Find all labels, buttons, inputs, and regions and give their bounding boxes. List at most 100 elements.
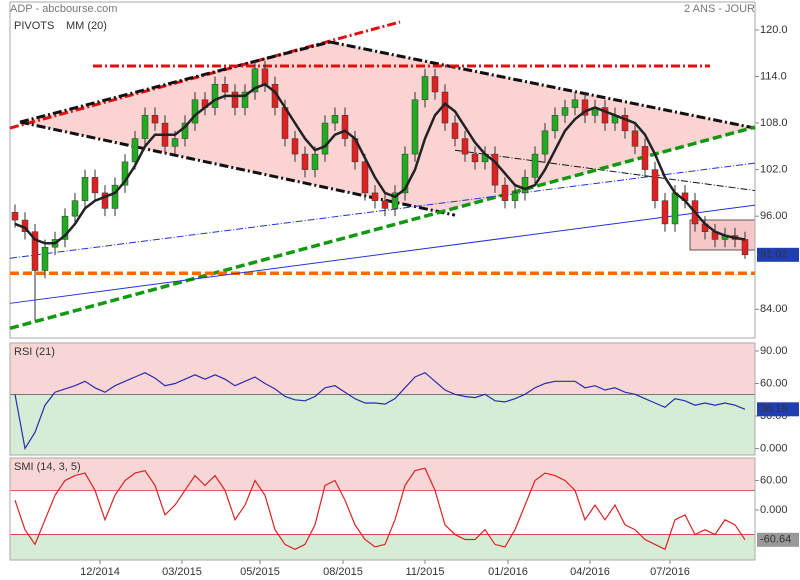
candle-body (311, 153, 319, 170)
candle-body (561, 107, 569, 116)
candle-body (581, 99, 589, 116)
candle-body (121, 161, 129, 186)
candle-body (31, 231, 39, 271)
x-tick-label: 08/2015 (323, 566, 363, 578)
candle-body (551, 115, 559, 132)
candle-body (471, 153, 479, 163)
last-value-box (757, 402, 799, 417)
legend-pivots: PIVOTS (14, 20, 54, 32)
candle-body (451, 122, 459, 139)
candle-body (151, 115, 159, 124)
y-tick-label: 114.0 (760, 70, 787, 82)
candle-body (501, 184, 509, 201)
y-tick-label: 102.0 (760, 164, 788, 176)
pivot-line (9, 20, 401, 130)
chart-title: ADP - abcbourse.com (10, 3, 117, 15)
candle-body (131, 138, 139, 163)
candle-body (71, 200, 79, 217)
candle-body (301, 153, 309, 170)
candle-body (251, 68, 259, 93)
candle-body (291, 138, 299, 155)
last-value-label: -60.64 (760, 534, 791, 546)
candle-body (661, 200, 669, 225)
last-value-box (757, 247, 799, 262)
candle-body (541, 130, 549, 155)
y-tick-label: 108.0 (760, 117, 788, 129)
y-tick-label: 0.000 (760, 504, 788, 516)
x-tick-label: 05/2015 (240, 566, 280, 578)
candle-body (511, 192, 519, 201)
candle-body (421, 76, 429, 101)
panel-frame (9, 457, 756, 561)
candle-body (651, 169, 659, 201)
candle-body (361, 161, 369, 194)
candle-body (531, 153, 539, 178)
candle-body (41, 246, 49, 271)
candle-body (241, 91, 249, 108)
pivot-line (9, 204, 756, 304)
candle-body (231, 91, 239, 108)
x-tick-label: 01/2016 (488, 566, 528, 578)
candle-body (11, 212, 19, 221)
candle-body (491, 153, 499, 186)
x-tick-label: 12/2014 (80, 566, 120, 578)
pivot-line (329, 40, 756, 130)
candle-body (171, 138, 179, 147)
candle-body (671, 192, 679, 225)
y-tick-label: 90.00 (760, 345, 788, 357)
indicator-line (14, 372, 746, 451)
candle-body (381, 200, 389, 209)
period-label: 2 ANS - JOUR (684, 3, 755, 15)
candle-body (371, 192, 379, 201)
y-tick-label: 120.0 (760, 24, 788, 36)
candle-body (431, 76, 439, 93)
panel-frame (9, 342, 756, 456)
x-tick-label: 04/2016 (570, 566, 610, 578)
oversold-zone (10, 394, 755, 455)
candle-body (741, 239, 749, 256)
candle-body (261, 68, 269, 85)
indicator-line (14, 467, 746, 551)
x-tick-label: 03/2015 (162, 566, 202, 578)
pivot-line (9, 125, 756, 330)
candle-body (411, 99, 419, 155)
candle-body (81, 177, 89, 201)
candle-body (461, 138, 469, 155)
candle-body (331, 115, 339, 124)
oversold-zone (10, 534, 755, 560)
y-tick-label: 0.000 (760, 442, 788, 454)
candle-body (91, 177, 99, 194)
y-tick-label: 60.00 (760, 377, 788, 389)
candle-body (621, 115, 629, 132)
pivot-line (454, 149, 756, 192)
candle-body (571, 99, 579, 108)
candle-body (221, 84, 229, 93)
candle-body (631, 130, 639, 147)
moving-average (14, 82, 746, 245)
candle-body (341, 115, 349, 139)
last-value-label: 36.18 (760, 403, 788, 415)
candle-body (401, 153, 409, 194)
legend-ma: MM (20) (66, 20, 107, 32)
x-tick-label: 11/2015 (406, 566, 445, 578)
x-tick-label: 07/2016 (650, 566, 690, 578)
y-tick-label: 60.00 (760, 474, 788, 486)
candle-body (391, 192, 399, 209)
last-value-box (757, 532, 799, 547)
wedge-fill (20, 42, 755, 212)
y-tick-label: 84.00 (760, 303, 788, 315)
last-value-label: 91.02 (760, 249, 788, 261)
pivot-line (9, 162, 756, 259)
candle-body (101, 192, 109, 209)
candle-body (211, 84, 219, 108)
candle-body (321, 122, 329, 155)
candle-body (521, 177, 529, 194)
pivot-line (19, 120, 456, 217)
pivot-line (19, 40, 331, 124)
y-tick-label: 96.00 (760, 210, 788, 222)
candle-body (61, 215, 69, 240)
overbought-zone (10, 343, 755, 395)
candle-body (601, 107, 609, 124)
candle-body (641, 146, 649, 170)
